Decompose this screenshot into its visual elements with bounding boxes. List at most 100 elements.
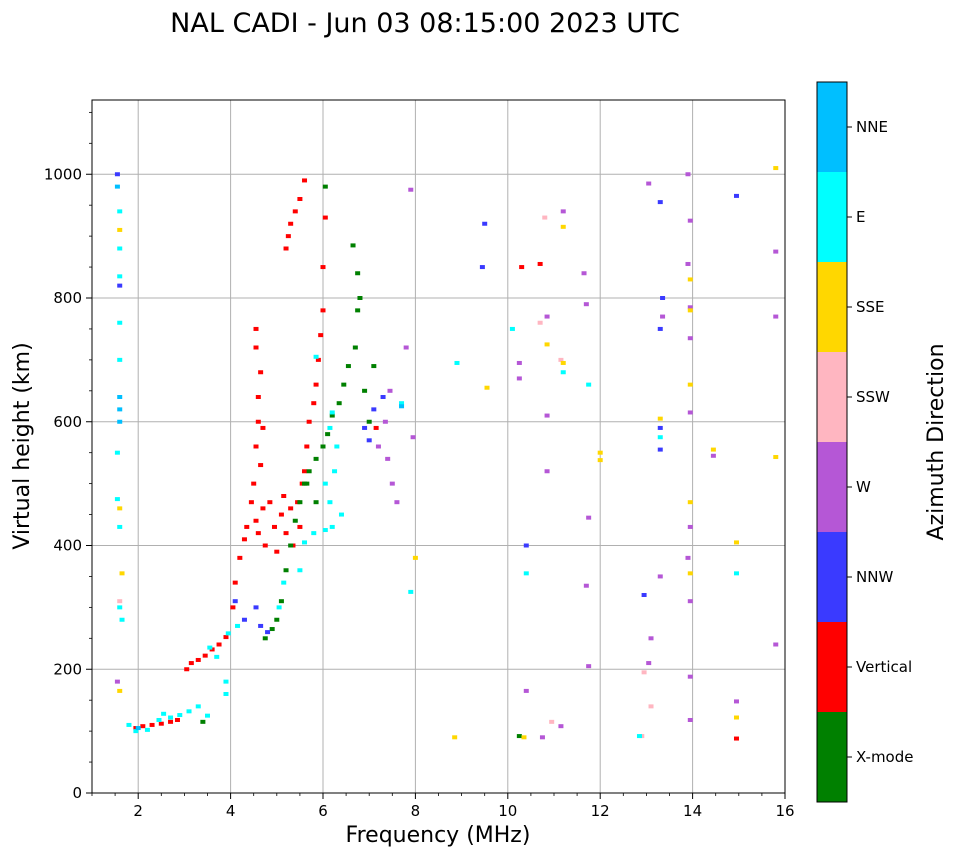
data-point [641, 670, 647, 675]
data-point [214, 654, 220, 659]
data-point [117, 246, 123, 251]
data-point [274, 617, 280, 622]
data-point [350, 243, 356, 248]
data-point [262, 543, 268, 548]
data-point [399, 404, 405, 409]
data-point [410, 435, 416, 440]
data-point [558, 357, 564, 362]
data-point [253, 518, 259, 523]
data-point [687, 571, 693, 576]
data-point [313, 354, 319, 359]
data-point [687, 382, 693, 387]
data-point [733, 715, 739, 720]
data-point [117, 407, 123, 412]
data-point [207, 645, 213, 650]
colorbar-swatch [817, 712, 847, 802]
data-point [408, 589, 414, 594]
data-point [479, 265, 485, 270]
data-point [687, 599, 693, 604]
colorbar-tick-label: SSW [856, 388, 890, 406]
data-point [117, 283, 123, 288]
data-point [306, 469, 312, 474]
data-point [327, 425, 333, 430]
data-point [412, 555, 418, 560]
data-point [114, 450, 120, 455]
data-point [329, 413, 335, 418]
data-point [657, 447, 663, 452]
data-point [144, 727, 150, 732]
data-point [687, 500, 693, 505]
data-point [583, 583, 589, 588]
data-point [516, 734, 522, 739]
data-point [255, 395, 261, 399]
data-point [311, 531, 317, 536]
data-point [657, 200, 663, 205]
data-point [177, 713, 183, 718]
data-point [537, 320, 543, 325]
data-point [558, 724, 564, 729]
data-point [320, 265, 326, 270]
data-point [267, 500, 273, 505]
x-tick-label: 6 [318, 802, 328, 820]
data-point [641, 593, 647, 597]
data-point [334, 444, 340, 449]
data-point [168, 719, 174, 724]
colorbar-tick-label: X-mode [856, 748, 913, 766]
data-point [253, 444, 259, 449]
data-point [158, 721, 164, 726]
data-point [733, 540, 739, 545]
data-point [200, 719, 206, 724]
plot-area [92, 100, 785, 793]
y-tick-label: 800 [53, 289, 82, 307]
data-point [560, 360, 566, 365]
data-point [117, 395, 123, 399]
data-point [733, 736, 739, 741]
data-point [253, 345, 259, 350]
data-point [408, 187, 414, 192]
data-point [255, 531, 261, 536]
data-point [687, 218, 693, 223]
data-point [371, 407, 377, 412]
data-point [523, 571, 529, 576]
data-point [380, 395, 386, 399]
data-point [685, 555, 691, 560]
data-point [366, 438, 372, 443]
data-point [258, 623, 264, 628]
data-point [195, 704, 201, 709]
data-point [687, 410, 693, 415]
data-point [117, 506, 123, 511]
data-point [117, 227, 123, 232]
colorbar-tick-label: NNE [856, 118, 888, 136]
data-point [597, 450, 603, 455]
data-point [322, 528, 328, 533]
data-point [597, 458, 603, 463]
data-point [320, 308, 326, 313]
colorbar-swatch [817, 262, 847, 352]
series-sse [117, 166, 779, 740]
data-point [126, 722, 132, 727]
data-point [549, 719, 555, 724]
colorbar-swatch [817, 352, 847, 442]
data-point [114, 679, 120, 684]
data-point [544, 469, 550, 474]
data-point [537, 261, 543, 266]
data-point [276, 605, 282, 610]
data-point [345, 364, 351, 369]
data-point [646, 181, 652, 186]
data-point [373, 425, 379, 430]
data-point [297, 500, 303, 505]
data-point [313, 500, 319, 505]
data-point [258, 463, 264, 468]
data-point [269, 627, 275, 632]
data-point [283, 531, 289, 536]
data-point [288, 221, 294, 226]
data-point [773, 166, 779, 171]
data-point [544, 342, 550, 347]
data-point [687, 524, 693, 529]
data-point [168, 715, 174, 720]
y-tick-label: 1000 [44, 165, 82, 183]
data-point [285, 234, 291, 239]
data-point [685, 261, 691, 266]
data-point [216, 642, 222, 647]
data-point [262, 636, 268, 641]
